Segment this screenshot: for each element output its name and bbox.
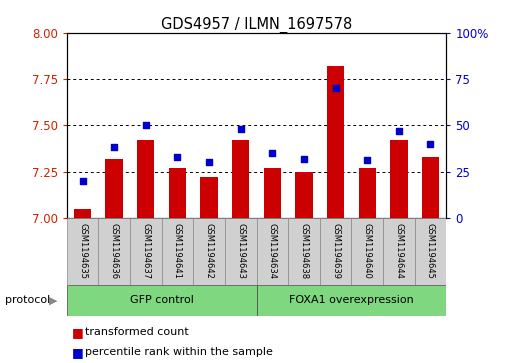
Bar xyxy=(232,140,249,218)
Text: GSM1194643: GSM1194643 xyxy=(236,223,245,280)
Point xyxy=(300,156,308,162)
Point xyxy=(110,144,118,150)
Bar xyxy=(193,218,225,285)
Point xyxy=(268,150,277,156)
Text: GSM1194642: GSM1194642 xyxy=(205,224,213,279)
Bar xyxy=(351,218,383,285)
Text: transformed count: transformed count xyxy=(85,327,188,337)
Title: GDS4957 / ILMN_1697578: GDS4957 / ILMN_1697578 xyxy=(161,16,352,33)
Bar xyxy=(256,285,446,316)
Point xyxy=(78,178,87,184)
Bar xyxy=(201,177,218,218)
Bar xyxy=(130,218,162,285)
Text: ■: ■ xyxy=(72,326,84,339)
Text: GSM1194644: GSM1194644 xyxy=(394,224,403,279)
Text: GSM1194637: GSM1194637 xyxy=(141,223,150,280)
Bar xyxy=(359,168,376,218)
Point xyxy=(363,158,371,163)
Text: GSM1194636: GSM1194636 xyxy=(110,223,119,280)
Bar xyxy=(390,140,407,218)
Bar xyxy=(422,157,439,218)
Text: FOXA1 overexpression: FOXA1 overexpression xyxy=(289,295,414,305)
Bar xyxy=(169,168,186,218)
Bar xyxy=(106,159,123,218)
Point xyxy=(331,85,340,91)
Text: ▶: ▶ xyxy=(49,295,57,305)
Bar xyxy=(98,218,130,285)
Bar xyxy=(415,218,446,285)
Text: GSM1194638: GSM1194638 xyxy=(300,223,308,280)
Point xyxy=(236,126,245,132)
Bar xyxy=(320,218,351,285)
Bar xyxy=(74,208,91,218)
Point xyxy=(173,154,182,160)
Point xyxy=(426,141,435,147)
Text: GSM1194641: GSM1194641 xyxy=(173,224,182,279)
Bar xyxy=(67,285,256,316)
Bar xyxy=(327,66,344,218)
Bar xyxy=(162,218,193,285)
Text: ■: ■ xyxy=(72,346,84,359)
Text: GSM1194645: GSM1194645 xyxy=(426,224,435,279)
Point xyxy=(205,159,213,165)
Point xyxy=(142,122,150,128)
Bar xyxy=(67,218,98,285)
Bar xyxy=(137,140,154,218)
Text: GSM1194640: GSM1194640 xyxy=(363,224,372,279)
Text: GSM1194634: GSM1194634 xyxy=(268,223,277,280)
Bar xyxy=(264,168,281,218)
Bar xyxy=(225,218,256,285)
Bar xyxy=(288,218,320,285)
Bar xyxy=(383,218,415,285)
Point xyxy=(394,128,403,134)
Bar xyxy=(295,171,312,218)
Text: protocol: protocol xyxy=(5,295,50,305)
Bar xyxy=(256,218,288,285)
Text: GSM1194635: GSM1194635 xyxy=(78,223,87,280)
Text: GFP control: GFP control xyxy=(130,295,193,305)
Text: percentile rank within the sample: percentile rank within the sample xyxy=(85,347,272,357)
Text: GSM1194639: GSM1194639 xyxy=(331,223,340,280)
